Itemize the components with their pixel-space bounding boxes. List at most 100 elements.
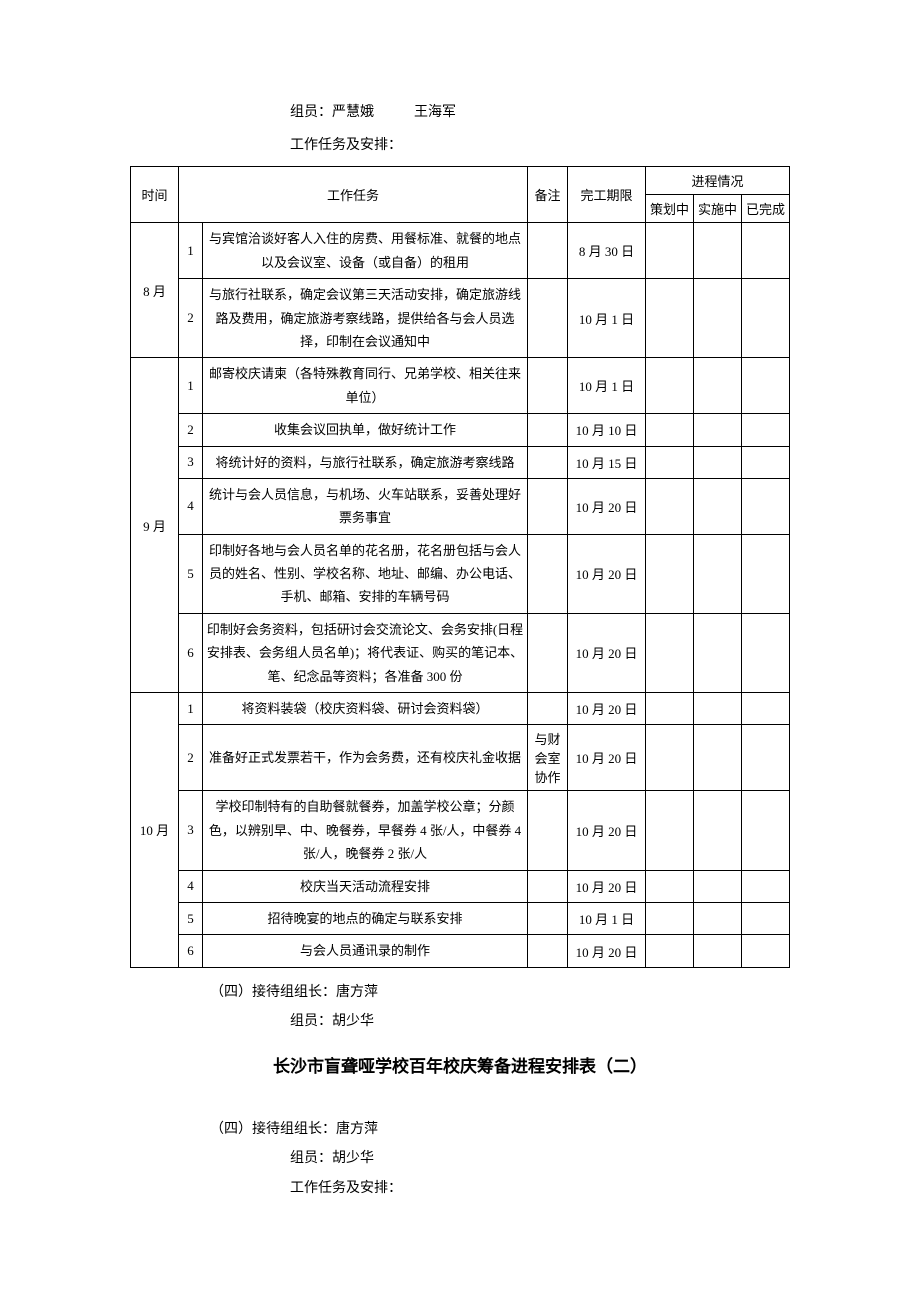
progress-cell (742, 693, 790, 725)
progress-cell (646, 935, 694, 967)
remark-cell: 与财会室协作 (528, 725, 568, 791)
time-cell: 8 月 (131, 223, 179, 358)
task-cell: 将统计好的资料，与旅行社联系，确定旅游考察线路 (203, 446, 528, 478)
progress-cell (742, 725, 790, 791)
section2-tasks-label: 工作任务及安排： (290, 1176, 790, 1201)
progress-cell (694, 478, 742, 534)
deadline-cell: 8 月 30 日 (568, 223, 646, 279)
index-cell: 2 (179, 414, 203, 446)
progress-cell (646, 870, 694, 902)
table-row: 10 月1将资料装袋（校庆资料袋、研讨会资料袋）10 月 20 日 (131, 693, 790, 725)
table-row: 6与会人员通讯录的制作10 月 20 日 (131, 935, 790, 967)
progress-cell (694, 446, 742, 478)
progress-cell (646, 725, 694, 791)
table-row: 4统计与会人员信息，与机场、火车站联系，妥善处理好票务事宜10 月 20 日 (131, 478, 790, 534)
progress-cell (694, 534, 742, 613)
index-cell: 4 (179, 870, 203, 902)
progress-cell (646, 279, 694, 358)
task-cell: 统计与会人员信息，与机场、火车站联系，妥善处理好票务事宜 (203, 478, 528, 534)
progress-cell (742, 870, 790, 902)
index-cell: 3 (179, 791, 203, 870)
remark-cell (528, 613, 568, 692)
member-2: 王海军 (414, 105, 456, 120)
progress-cell (694, 935, 742, 967)
table-body: 8 月1与宾馆洽谈好客人入住的房费、用餐标准、就餐的地点以及会议室、设备（或自备… (131, 223, 790, 967)
progress-cell (694, 358, 742, 414)
table-row: 5招待晚宴的地点的确定与联系安排 10 月 1 日 (131, 902, 790, 934)
members-label: 组员： (290, 105, 332, 120)
index-cell: 2 (179, 279, 203, 358)
remark-cell (528, 478, 568, 534)
deadline-cell: 10 月 20 日 (568, 725, 646, 791)
table-row: 8 月1与宾馆洽谈好客人入住的房费、用餐标准、就餐的地点以及会议室、设备（或自备… (131, 223, 790, 279)
index-cell: 5 (179, 534, 203, 613)
task-cell: 邮寄校庆请柬（各特殊教育同行、兄弟学校、相关往来单位） (203, 358, 528, 414)
remark-cell (528, 358, 568, 414)
after-table-members: 组员：胡少华 (290, 1009, 790, 1034)
schedule-table: 时间 工作任务 备注 完工期限 进程情况 策划中 实施中 已完成 8 月1与宾馆… (130, 166, 790, 967)
progress-cell (646, 223, 694, 279)
header-planning: 策划中 (646, 195, 694, 223)
task-cell: 收集会议回执单，做好统计工作 (203, 414, 528, 446)
progress-cell (694, 223, 742, 279)
remark-cell (528, 534, 568, 613)
header-time: 时间 (131, 167, 179, 223)
table-row: 3学校印制特有的自助餐就餐券，加盖学校公章；分颜色，以辨别早、中、晚餐券，早餐券… (131, 791, 790, 870)
progress-cell (694, 902, 742, 934)
deadline-cell: 10 月 10 日 (568, 414, 646, 446)
table-row: 2收集会议回执单，做好统计工作 10 月 10 日 (131, 414, 790, 446)
progress-cell (742, 223, 790, 279)
task-cell: 与会人员通讯录的制作 (203, 935, 528, 967)
deadline-cell: 10 月 20 日 (568, 791, 646, 870)
remark-cell (528, 446, 568, 478)
task-cell: 招待晚宴的地点的确定与联系安排 (203, 902, 528, 934)
task-cell: 与宾馆洽谈好客人入住的房费、用餐标准、就餐的地点以及会议室、设备（或自备）的租用 (203, 223, 528, 279)
index-cell: 5 (179, 902, 203, 934)
index-cell: 1 (179, 693, 203, 725)
header-remark: 备注 (528, 167, 568, 223)
header-implementing: 实施中 (694, 195, 742, 223)
deadline-cell: 10 月 1 日 (568, 902, 646, 934)
task-cell: 与旅行社联系，确定会议第三天活动安排，确定旅游线路及费用，确定旅游考察线路，提供… (203, 279, 528, 358)
index-cell: 6 (179, 613, 203, 692)
task-cell: 准备好正式发票若干，作为会务费，还有校庆礼金收据 (203, 725, 528, 791)
progress-cell (646, 534, 694, 613)
header-deadline: 完工期限 (568, 167, 646, 223)
task-cell: 将资料装袋（校庆资料袋、研讨会资料袋） (203, 693, 528, 725)
deadline-cell: 10 月 20 日 (568, 478, 646, 534)
deadline-cell: 10 月 1 日 (568, 358, 646, 414)
after-table-leader: （四）接待组组长：唐方萍 (210, 980, 790, 1005)
index-cell: 1 (179, 358, 203, 414)
deadline-cell: 10 月 15 日 (568, 446, 646, 478)
index-cell: 3 (179, 446, 203, 478)
table-row: 6印制好会务资料，包括研讨会交流论文、会务安排(日程安排表、会务组人员名单)；将… (131, 613, 790, 692)
progress-cell (694, 613, 742, 692)
top-tasks-label: 工作任务及安排： (290, 133, 790, 158)
section2-title: 长沙市盲聋哑学校百年校庆筹备进程安排表（二） (130, 1052, 790, 1077)
table-header: 时间 工作任务 备注 完工期限 进程情况 策划中 实施中 已完成 (131, 167, 790, 223)
remark-cell (528, 935, 568, 967)
remark-cell (528, 414, 568, 446)
progress-cell (646, 791, 694, 870)
task-cell: 印制好各地与会人员名单的花名册，花名册包括与会人员的姓名、性别、学校名称、地址、… (203, 534, 528, 613)
deadline-cell: 10 月 1 日 (568, 279, 646, 358)
task-cell: 校庆当天活动流程安排 (203, 870, 528, 902)
progress-cell (646, 478, 694, 534)
table-row: 2与旅行社联系，确定会议第三天活动安排，确定旅游线路及费用，确定旅游考察线路，提… (131, 279, 790, 358)
progress-cell (694, 791, 742, 870)
index-cell: 1 (179, 223, 203, 279)
deadline-cell: 10 月 20 日 (568, 534, 646, 613)
progress-cell (742, 414, 790, 446)
table-row: 5印制好各地与会人员名单的花名册，花名册包括与会人员的姓名、性别、学校名称、地址… (131, 534, 790, 613)
remark-cell (528, 693, 568, 725)
progress-cell (646, 358, 694, 414)
table-row: 4校庆当天活动流程安排10 月 20 日 (131, 870, 790, 902)
table-row: 9 月1邮寄校庆请柬（各特殊教育同行、兄弟学校、相关往来单位）10 月 1 日 (131, 358, 790, 414)
task-cell: 印制好会务资料，包括研讨会交流论文、会务安排(日程安排表、会务组人员名单)；将代… (203, 613, 528, 692)
table-row: 2准备好正式发票若干，作为会务费，还有校庆礼金收据与财会室协作10 月 20 日 (131, 725, 790, 791)
progress-cell (694, 870, 742, 902)
header-progress: 进程情况 (646, 167, 790, 195)
remark-cell (528, 791, 568, 870)
index-cell: 2 (179, 725, 203, 791)
progress-cell (694, 279, 742, 358)
